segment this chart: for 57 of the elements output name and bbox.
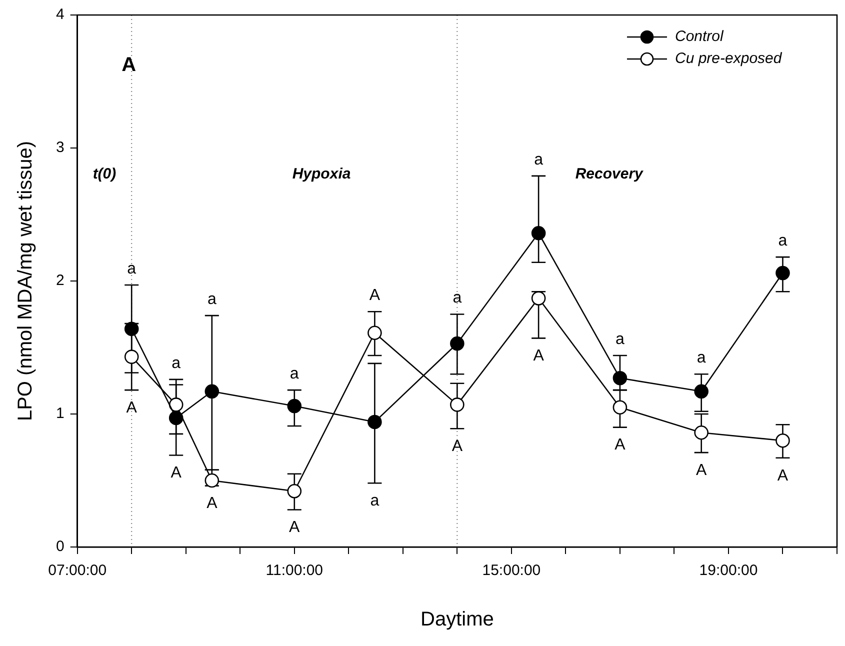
annotation: A (170, 464, 182, 482)
point (531, 291, 546, 306)
y-tick-label: 3 (56, 139, 64, 156)
x-tick-label: 15:00:00 (482, 562, 541, 580)
point (168, 398, 184, 412)
point (531, 226, 546, 240)
point (368, 414, 382, 430)
y-axis-title: LPO (nmol MDA/mg wet tissue) (14, 140, 37, 422)
x-tick-label: 07:00:00 (48, 562, 107, 580)
annotation: Hypoxia (292, 166, 351, 183)
annotation: A (122, 54, 136, 76)
point (694, 384, 708, 399)
annotation: t(0) (92, 166, 116, 183)
annotation: a (778, 232, 788, 250)
x-axis-title: Daytime (420, 608, 494, 631)
annotation: A (126, 399, 138, 416)
point (368, 326, 382, 340)
point (612, 370, 628, 386)
point (124, 350, 139, 364)
point (776, 433, 790, 448)
x-tick-label: 11:00:00 (266, 562, 324, 580)
point (124, 322, 139, 336)
y-tick-label: 1 (56, 405, 64, 422)
annotation: A (289, 519, 300, 536)
y-tick-label: 4 (56, 6, 64, 24)
annotation: A (614, 436, 626, 454)
annotation: Recovery (575, 166, 644, 183)
x-tick-label: 19:00:00 (699, 562, 758, 580)
annotation: a (534, 151, 544, 168)
annotation: a (207, 290, 216, 308)
legend-label: Cu pre-exposed (675, 50, 782, 68)
point (450, 336, 464, 351)
point (168, 410, 184, 426)
annotation: a (172, 354, 181, 372)
point (694, 425, 708, 440)
annotation: a (290, 365, 299, 382)
point (612, 400, 628, 414)
annotation: A (206, 495, 218, 512)
annotation: a (370, 492, 380, 510)
point (450, 398, 464, 412)
annotation: A (696, 462, 708, 479)
annotation: a (616, 330, 624, 348)
point (776, 266, 790, 280)
point (287, 398, 302, 414)
point (204, 473, 220, 488)
annotation: a (127, 260, 136, 278)
point (287, 484, 302, 498)
y-tick-label: 0 (56, 538, 64, 556)
annotation: A (452, 438, 463, 456)
annotation: A (533, 348, 544, 365)
annotation: A (369, 286, 380, 304)
annotation: a (452, 290, 462, 307)
annotation: a (696, 350, 706, 367)
legend-label: Control (675, 28, 724, 46)
annotation: A (777, 467, 788, 484)
y-tick-label: 2 (56, 272, 64, 290)
point (204, 384, 220, 399)
